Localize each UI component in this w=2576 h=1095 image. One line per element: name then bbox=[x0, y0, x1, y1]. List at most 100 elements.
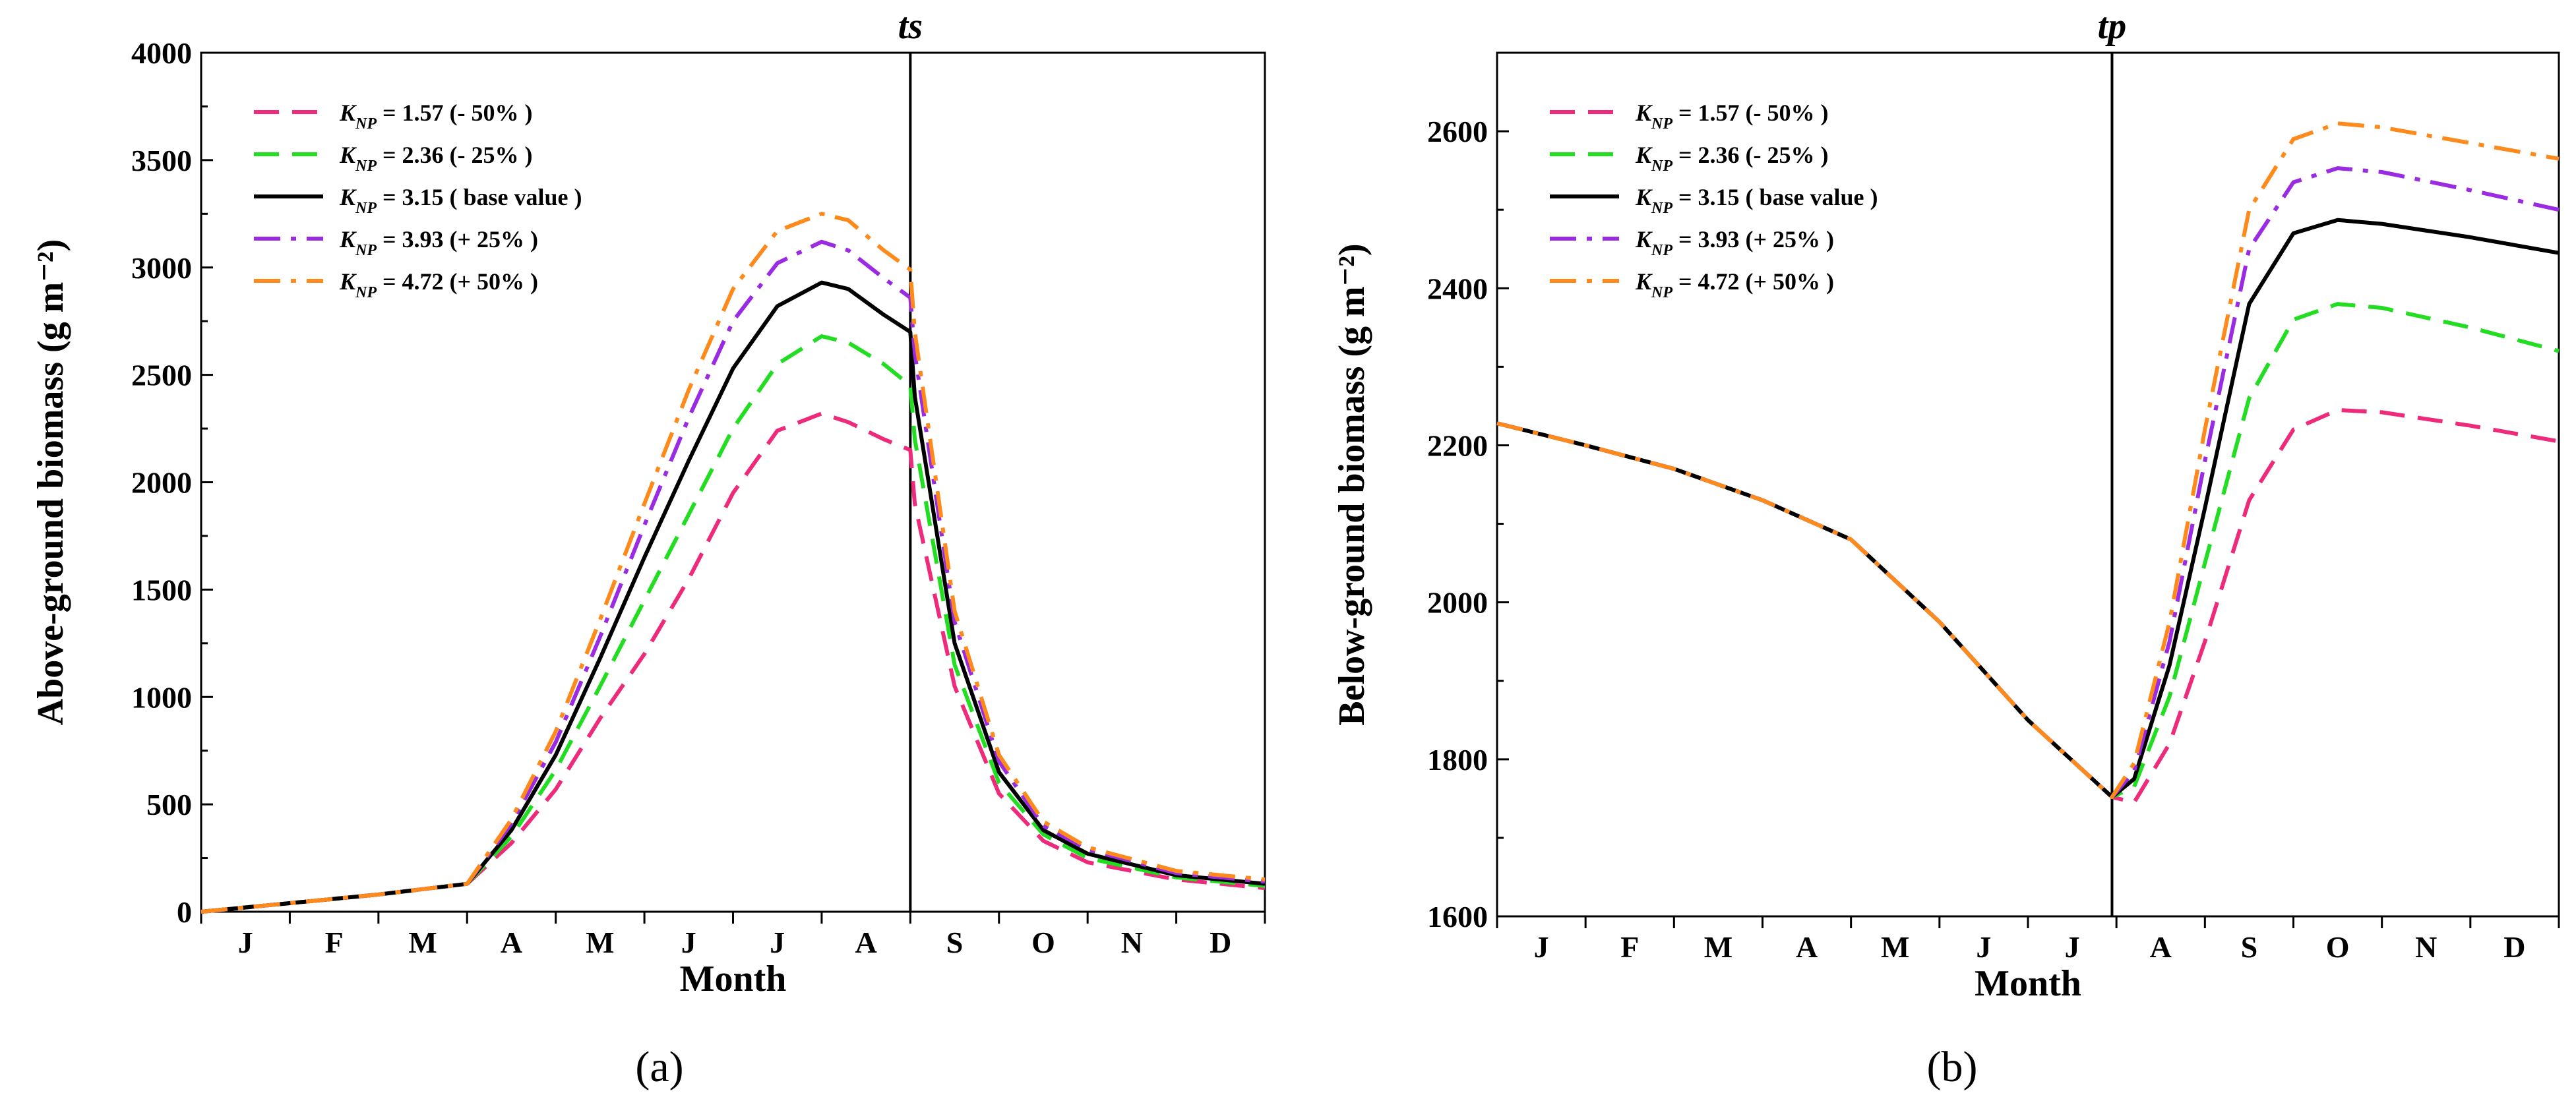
y-tick-label: 2400 bbox=[1427, 272, 1488, 305]
series-line-1 bbox=[1496, 407, 2560, 805]
plot-frame bbox=[1496, 51, 2560, 918]
x-tick-label-month: A bbox=[1796, 930, 1818, 964]
panel-title: tp bbox=[2098, 6, 2127, 47]
y-tick-label: 2000 bbox=[1427, 586, 1488, 620]
legend-k-value: = 3.93 (+ 25% ) bbox=[1672, 226, 1834, 252]
y-tick-label: 2600 bbox=[1427, 115, 1488, 148]
x-tick-label-month: M bbox=[1704, 930, 1733, 964]
y-tick-label: 4000 bbox=[131, 36, 192, 70]
y-tick-label: 1800 bbox=[1427, 743, 1488, 777]
legend-k-value: = 1.57 (- 50% ) bbox=[377, 100, 532, 126]
legend-k-subscript: NP bbox=[355, 284, 377, 301]
legend-k-subscript: NP bbox=[355, 158, 377, 175]
legend-k-value: = 1.57 (- 50% ) bbox=[1672, 100, 1828, 126]
legend-k-subscript: NP bbox=[1651, 242, 1672, 259]
x-tick-label-month: A bbox=[2150, 930, 2172, 964]
y-tick-label: 1600 bbox=[1427, 900, 1488, 933]
x-axis-title: Month bbox=[1975, 963, 2081, 1004]
legend-k-symbol: K bbox=[339, 142, 357, 168]
y-tick-label: 1000 bbox=[131, 680, 192, 714]
x-axis-title: Month bbox=[680, 959, 787, 999]
legend-entry-label: KNP = 3.15 ( base value ) bbox=[339, 184, 582, 217]
legend-k-symbol: K bbox=[1635, 268, 1653, 295]
legend-entry-label: KNP = 1.57 (- 50% ) bbox=[339, 100, 533, 133]
legend-k-subscript: NP bbox=[355, 200, 377, 217]
legend-k-subscript: NP bbox=[1651, 284, 1672, 301]
x-tick-label-month: M bbox=[586, 926, 614, 959]
legend-k-symbol: K bbox=[1635, 184, 1653, 210]
x-tick-label-month: D bbox=[1210, 926, 1231, 959]
x-tick-label-month: J bbox=[770, 926, 785, 959]
panel-title: ts bbox=[898, 6, 923, 47]
legend-k-symbol: K bbox=[339, 100, 357, 126]
panel-label: (a) bbox=[635, 1043, 683, 1091]
x-tick-label-month: S bbox=[2241, 930, 2258, 964]
legend-k-symbol: K bbox=[339, 226, 357, 252]
x-tick-label-month: F bbox=[325, 926, 344, 959]
y-tick-label: 3500 bbox=[131, 144, 192, 177]
x-tick-label-month: A bbox=[501, 926, 522, 959]
legend-k-subscript: NP bbox=[1651, 200, 1672, 217]
legend-entry-label: KNP = 3.15 ( base value ) bbox=[1635, 184, 1878, 217]
x-tick-label-month: A bbox=[855, 926, 877, 959]
x-tick-label-month: O bbox=[1031, 926, 1055, 959]
x-tick-label-month: J bbox=[1976, 930, 1991, 964]
legend-k-value: = 2.36 (- 25% ) bbox=[377, 142, 532, 168]
chart-panel-b: 1600 1800 2000 2200 2400 2600 J F M A M J J A S O N D Mont… bbox=[1332, 6, 2560, 1091]
legend-entry-label: KNP = 3.93 (+ 25% ) bbox=[339, 226, 538, 259]
legend-k-subscript: NP bbox=[355, 242, 377, 259]
legend-entry-label: KNP = 3.93 (+ 25% ) bbox=[1635, 226, 1834, 259]
plot-frame bbox=[200, 51, 1266, 913]
legend-entry-label: KNP = 1.57 (- 50% ) bbox=[1635, 100, 1829, 133]
legend-k-symbol: K bbox=[1635, 226, 1653, 252]
y-tick-label: 2200 bbox=[1427, 429, 1488, 462]
legend-k-symbol: K bbox=[1635, 142, 1653, 168]
x-tick-label-month: D bbox=[2503, 930, 2525, 964]
series-line-2 bbox=[200, 334, 1266, 914]
y-tick-label: 500 bbox=[146, 788, 192, 821]
x-tick-label-month: J bbox=[238, 926, 253, 959]
legend-k-value: = 2.36 (- 25% ) bbox=[1672, 142, 1828, 168]
y-tick-label: 2000 bbox=[131, 466, 192, 500]
legend-k-symbol: K bbox=[1635, 100, 1653, 126]
x-tick-label-month: N bbox=[1121, 926, 1143, 959]
legend-entry-label: KNP = 4.72 (+ 50% ) bbox=[339, 268, 538, 301]
legend-k-value: = 3.15 ( base value ) bbox=[1672, 184, 1878, 210]
x-tick-label-month: J bbox=[681, 926, 696, 959]
series-line-1 bbox=[200, 411, 1266, 914]
x-tick-label-month: M bbox=[408, 926, 437, 959]
series-line-5 bbox=[1496, 121, 2560, 799]
y-tick-label: 3000 bbox=[131, 251, 192, 285]
y-tick-label: 0 bbox=[177, 895, 192, 929]
series-line-3 bbox=[1496, 218, 2560, 799]
legend-k-symbol: K bbox=[339, 184, 357, 210]
legend-k-symbol: K bbox=[339, 268, 357, 295]
x-tick-label-month: S bbox=[946, 926, 964, 959]
y-axis-title: Above-ground biomass (g m⁻²) bbox=[30, 239, 71, 726]
legend-k-value: = 3.93 (+ 25% ) bbox=[377, 226, 538, 252]
series-line-4 bbox=[200, 239, 1266, 914]
legend-k-subscript: NP bbox=[1651, 158, 1672, 175]
y-axis-title: Below-ground biomass (g m⁻²) bbox=[1332, 243, 1372, 725]
x-tick-label-month: F bbox=[1620, 930, 1639, 964]
y-tick-label: 1500 bbox=[131, 573, 192, 607]
x-tick-label-month: N bbox=[2415, 930, 2437, 964]
panel-label: (b) bbox=[1927, 1043, 1978, 1091]
legend-k-subscript: NP bbox=[1651, 115, 1672, 133]
x-tick-label-month: M bbox=[1881, 930, 1909, 964]
x-tick-label-month: J bbox=[1534, 930, 1549, 964]
series-line-3 bbox=[200, 280, 1266, 914]
x-tick-label-month: J bbox=[2065, 930, 2080, 964]
y-tick-label: 2500 bbox=[131, 359, 192, 392]
legend-k-subscript: NP bbox=[355, 115, 377, 133]
legend-k-value: = 4.72 (+ 50% ) bbox=[1672, 268, 1834, 295]
series-line-4 bbox=[1496, 166, 2560, 799]
legend-entry-label: KNP = 2.36 (- 25% ) bbox=[339, 142, 533, 175]
chart-panel-a: 0 500 1000 1500 2000 2500 3000 3500 4000 J F M A M J J A… bbox=[30, 6, 1266, 1091]
legend-entry-label: KNP = 4.72 (+ 50% ) bbox=[1635, 268, 1834, 301]
legend-k-value: = 3.15 ( base value ) bbox=[377, 184, 582, 210]
legend-entry-label: KNP = 2.36 (- 25% ) bbox=[1635, 142, 1829, 175]
x-tick-label-month: O bbox=[2326, 930, 2350, 964]
series-line-2 bbox=[1496, 302, 2560, 799]
